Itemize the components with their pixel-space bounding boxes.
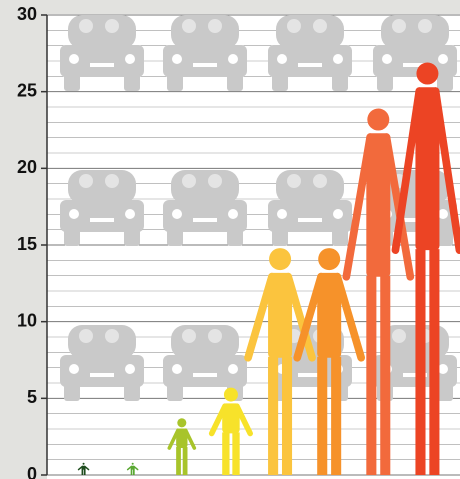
person-head xyxy=(83,463,85,465)
person-head xyxy=(177,418,186,427)
y-tick-label: 20 xyxy=(17,157,37,177)
chart: 0 5 10 15 20 25 30 xyxy=(0,0,460,479)
person-leg xyxy=(429,249,439,475)
person-leg xyxy=(380,276,390,475)
y-axis: 0 5 10 15 20 25 30 xyxy=(17,4,47,479)
person-leg xyxy=(268,357,278,475)
person-head xyxy=(416,63,438,85)
person-leg xyxy=(366,276,376,475)
person-head xyxy=(269,248,291,270)
person-leg xyxy=(183,447,188,475)
person-head xyxy=(224,388,238,402)
person-leg xyxy=(282,357,292,475)
y-tick-label: 30 xyxy=(17,4,37,24)
y-tick-label: 10 xyxy=(17,310,37,330)
person-leg xyxy=(84,469,86,475)
person-leg xyxy=(415,249,425,475)
person-leg xyxy=(232,432,239,475)
person-leg xyxy=(133,469,135,475)
person-head xyxy=(132,463,134,465)
person-leg xyxy=(131,469,133,475)
person-head xyxy=(367,109,389,131)
person-head xyxy=(318,248,340,270)
y-tick-label: 25 xyxy=(17,80,37,100)
person-leg xyxy=(176,447,181,475)
person-leg xyxy=(222,432,229,475)
person-leg xyxy=(331,357,341,475)
person-leg xyxy=(317,357,327,475)
y-tick-label: 15 xyxy=(17,234,37,254)
person-leg xyxy=(82,469,84,475)
y-tick-label: 0 xyxy=(27,464,37,479)
y-tick-label: 5 xyxy=(27,387,37,407)
